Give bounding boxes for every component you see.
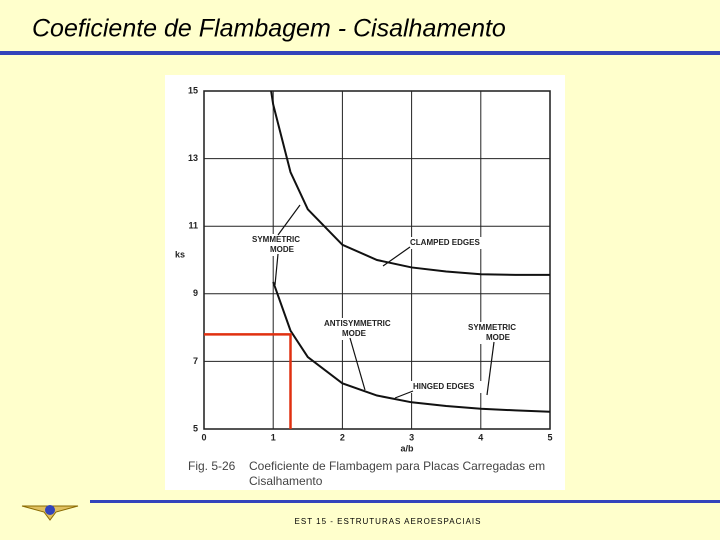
footer-rule xyxy=(90,500,720,503)
y-axis-label: ks xyxy=(175,249,185,259)
label-bg xyxy=(250,234,320,256)
label-bg xyxy=(322,318,392,340)
series-line xyxy=(270,90,550,276)
caption-line: Coeficiente de Flambagem para Placas Car… xyxy=(249,459,545,473)
x-tick-label: 5 xyxy=(547,432,552,442)
footer: EST 15 - ESTRUTURAS AEROESPACIAIS xyxy=(295,517,482,526)
y-tick-label: 7 xyxy=(193,356,198,366)
y-tick-label: 11 xyxy=(188,221,198,231)
y-tick-label: 15 xyxy=(188,85,198,95)
title-rule xyxy=(0,51,720,55)
x-tick-label: 3 xyxy=(409,432,414,442)
annotation: MODE xyxy=(342,329,367,338)
annotation: MODE xyxy=(486,333,511,342)
arrow xyxy=(382,246,411,267)
arrow xyxy=(486,341,495,396)
label-bg xyxy=(466,322,536,344)
x-tick-label: 2 xyxy=(340,432,345,442)
series-line xyxy=(272,281,551,413)
annotation: SYMMETRIC xyxy=(252,235,300,244)
annotation: MODE xyxy=(270,245,295,254)
series-label: CLAMPED EDGES xyxy=(410,238,480,247)
slide-title: Coeficiente de Flambagem - Cisalhamento xyxy=(32,15,506,43)
caption-line: Cisalhamento xyxy=(249,474,323,488)
arrow xyxy=(349,337,366,391)
label-bg xyxy=(408,237,482,249)
label-bg xyxy=(411,381,485,393)
arrow xyxy=(394,390,414,399)
arrow xyxy=(277,204,301,236)
series-label: HINGED EDGES xyxy=(413,382,475,391)
y-tick-label: 13 xyxy=(188,153,198,163)
caption-label: Fig. 5-26 xyxy=(188,459,236,473)
y-tick-label: 9 xyxy=(193,288,198,298)
arrow xyxy=(274,253,279,286)
logo xyxy=(21,505,79,521)
x-tick-label: 0 xyxy=(201,432,206,442)
annotation: ANTISYMMETRIC xyxy=(324,319,391,328)
y-tick-label: 5 xyxy=(193,423,198,433)
figure-panel xyxy=(165,75,565,490)
x-axis-label: a/b xyxy=(400,443,414,453)
x-tick-label: 1 xyxy=(271,432,276,442)
annotation: SYMMETRIC xyxy=(468,323,516,332)
x-tick-label: 4 xyxy=(478,432,483,442)
highlight-line xyxy=(204,333,292,429)
